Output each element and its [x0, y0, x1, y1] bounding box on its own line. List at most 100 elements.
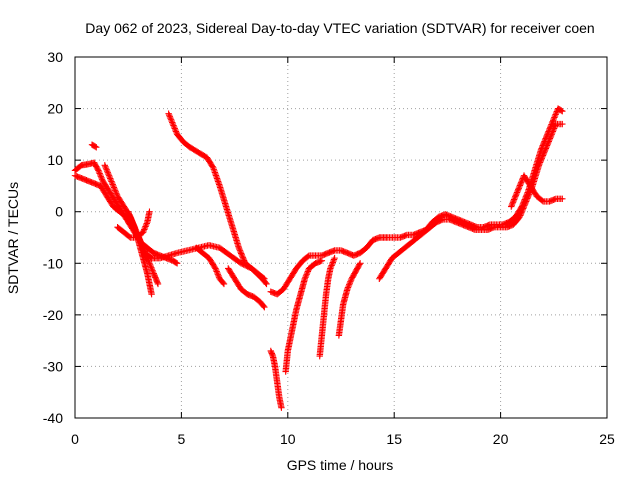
data-point: [516, 213, 523, 221]
data-point: [148, 265, 156, 273]
data-point: [239, 254, 247, 261]
data-point: [236, 247, 244, 254]
data-point: [102, 165, 110, 172]
data-point: [550, 125, 558, 132]
data-point: [142, 221, 150, 229]
data-point: [140, 227, 147, 235]
series: [165, 110, 268, 282]
data-point: [512, 193, 519, 200]
series: [508, 172, 566, 210]
data-point: [110, 182, 117, 190]
data-point: [112, 188, 119, 196]
data-point: [544, 139, 552, 146]
data-point: [214, 271, 222, 278]
data-point: [542, 145, 550, 152]
data-point: [101, 162, 108, 169]
data-point: [540, 149, 548, 156]
data-point: [515, 186, 522, 193]
data-point: [520, 203, 528, 211]
data-point: [278, 404, 285, 411]
data-point: [141, 248, 148, 255]
data-point: [536, 159, 544, 166]
data-point: [148, 264, 155, 271]
data-point: [547, 132, 555, 139]
data-point: [102, 163, 109, 170]
series: [114, 208, 153, 241]
y-tick-label: -20: [43, 307, 63, 323]
data-point: [213, 268, 220, 275]
data-point: [518, 208, 526, 215]
data-point: [147, 263, 154, 270]
data-point: [262, 279, 269, 287]
data-point: [518, 178, 525, 185]
data-point: [510, 197, 517, 205]
data-point: [236, 246, 243, 253]
series: [193, 244, 228, 288]
x-axis-label: GPS time / hours: [287, 457, 394, 473]
data-point: [331, 254, 338, 262]
data-point: [105, 170, 112, 178]
data-point: [127, 214, 134, 221]
data-point: [301, 275, 309, 282]
data-point: [131, 224, 139, 232]
y-tick-label: -10: [43, 255, 63, 271]
data-point: [108, 179, 116, 187]
data-point: [515, 185, 522, 192]
data-point: [142, 251, 150, 258]
data-point: [511, 194, 518, 202]
data-point: [512, 192, 520, 199]
data-point: [356, 261, 363, 268]
data-point: [107, 175, 114, 182]
data-point: [518, 209, 525, 216]
data-point: [146, 260, 153, 267]
data-point: [238, 251, 245, 259]
x-tick-label: 25: [599, 431, 615, 447]
series: [267, 347, 285, 411]
data-point: [144, 255, 151, 263]
data-point: [551, 123, 558, 131]
data-point: [237, 248, 244, 256]
x-tick-label: 5: [178, 431, 186, 447]
data-point: [170, 122, 177, 129]
data-point: [129, 220, 137, 227]
data-point: [521, 201, 529, 208]
data-point: [212, 265, 219, 272]
series: [282, 257, 326, 375]
data-point: [551, 112, 559, 120]
data-point: [328, 262, 335, 269]
data-point: [550, 117, 557, 124]
data-point: [509, 199, 517, 206]
data-point: [347, 277, 355, 284]
data-point: [106, 173, 113, 181]
data-point: [141, 224, 149, 232]
data-point: [536, 160, 543, 168]
data-point: [546, 135, 554, 142]
data-point: [304, 268, 312, 275]
data-point: [327, 265, 334, 272]
data-point: [549, 128, 557, 135]
grid: [75, 57, 607, 418]
data-point: [143, 220, 150, 227]
data-point: [535, 162, 543, 169]
data-point: [172, 128, 180, 135]
series: [125, 208, 162, 288]
data-point: [140, 245, 147, 252]
data-point: [125, 209, 133, 217]
data-point: [209, 163, 216, 170]
data-point: [521, 202, 528, 209]
data-point: [517, 212, 524, 219]
data-point: [142, 223, 149, 230]
data-point: [146, 261, 154, 268]
data-point: [524, 193, 532, 201]
data-point: [126, 212, 134, 220]
data-point: [526, 189, 533, 197]
data-point: [98, 176, 106, 183]
data-point: [166, 113, 174, 120]
data-point: [140, 246, 148, 254]
data-point: [330, 256, 338, 263]
data-point: [92, 143, 99, 150]
data-point: [104, 169, 112, 176]
data-point: [98, 174, 105, 182]
data-point: [170, 123, 178, 131]
data-point: [509, 200, 516, 207]
